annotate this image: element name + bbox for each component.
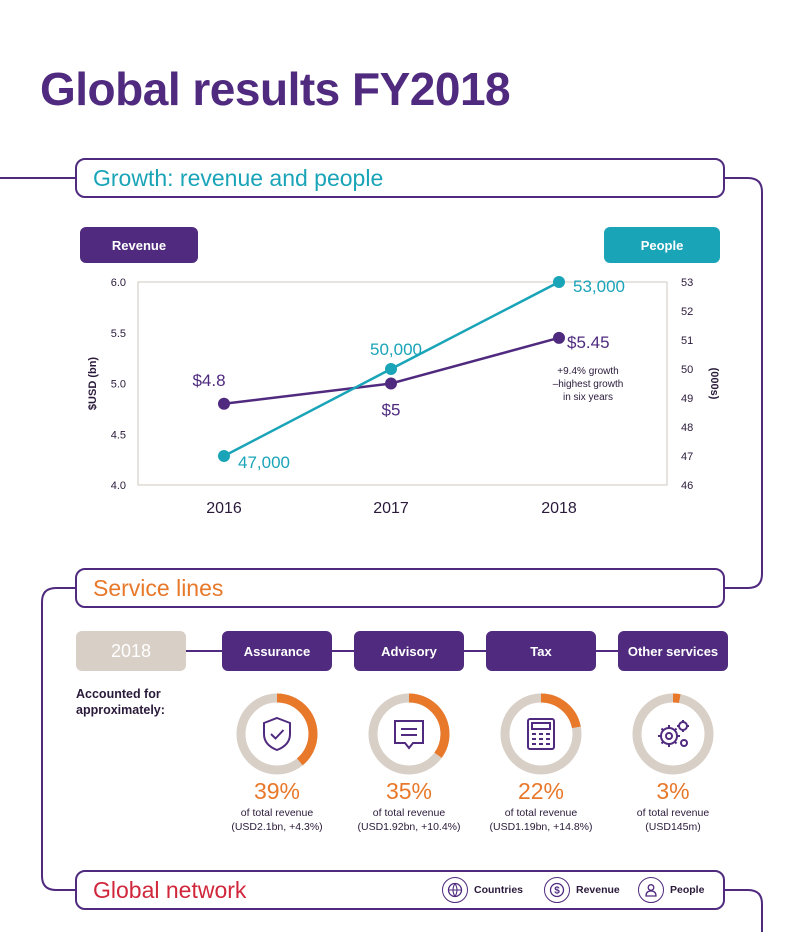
other-services-desc-line2: (USD145m) — [645, 821, 701, 833]
other-services-donut — [632, 693, 714, 775]
left-axis-tick-label: 5.5 — [111, 328, 126, 340]
legend-people: People — [638, 877, 704, 903]
right-axis-tick-label: 52 — [681, 306, 693, 318]
revenue-data-label: $4.8 — [192, 371, 225, 390]
tax-donut-fill — [500, 693, 582, 775]
tax-desc-line1: of total revenue — [504, 807, 578, 819]
growth-annotation-line: –highest growth — [553, 379, 624, 390]
service-pill-other-services: Other services — [618, 631, 728, 671]
globe-icon — [442, 877, 468, 903]
other-services-desc-line1: of total revenue — [636, 807, 710, 819]
advisory-donut — [368, 693, 450, 775]
right-axis-tick-label: 50 — [681, 364, 693, 376]
legend-people-label: People — [670, 884, 705, 896]
speech-bubble-icon — [394, 720, 424, 750]
assurance-donut — [236, 693, 318, 775]
service-pill-tax: Tax — [486, 631, 596, 671]
left-axis-tick-label: 6.0 — [111, 277, 126, 289]
service-lines-section-title: Service lines — [93, 574, 224, 601]
people-data-point — [218, 450, 230, 462]
assurance-donut-fill — [236, 693, 318, 775]
right-axis-tick-label: 53 — [681, 277, 693, 289]
chart-plot-frame — [137, 281, 668, 486]
revenue-data-point — [553, 331, 565, 344]
svg-text:$: $ — [554, 886, 560, 897]
revenue-data-label: $5 — [382, 401, 401, 420]
left-axis-label: $USD (bn) — [87, 357, 99, 411]
global-network-section-header: Global network — [75, 870, 725, 910]
right-axis-tick-label: 47 — [681, 451, 693, 463]
person-icon — [638, 877, 664, 903]
people-data-point — [553, 276, 565, 288]
legend-revenue-label: Revenue — [576, 884, 620, 896]
people-data-label: 47,000 — [238, 453, 290, 472]
right-axis-tick-label: 48 — [681, 422, 693, 434]
left-axis-tick-label: 4.0 — [111, 480, 126, 492]
legend-countries-label: Countries — [474, 884, 524, 896]
growth-annotation-line: in six years — [563, 392, 613, 403]
calculator-icon — [527, 718, 555, 750]
x-axis-category-label: 2018 — [541, 500, 577, 517]
other-services-description: of total revenue (USD145m) — [608, 806, 738, 834]
revenue-data-point — [385, 377, 397, 390]
revenue-data-point — [218, 397, 230, 410]
gears-icon — [658, 720, 689, 747]
revenue-data-label: $5.45 — [567, 333, 610, 352]
other-services-percent: 3% — [656, 778, 690, 804]
tax-percent: 22% — [517, 778, 565, 804]
left-axis-tick-label: 4.5 — [111, 429, 126, 441]
other-services-donut-fill — [632, 693, 714, 775]
people-axis-pill: People — [604, 227, 720, 263]
assurance-description: of total revenue (USD2.1bn, +4.3%) — [212, 806, 342, 834]
assurance-percent: 39% — [253, 778, 301, 804]
accounted-for-label: Accounted for approximately: — [76, 687, 165, 717]
right-axis-tick-label: 49 — [681, 393, 693, 405]
right-axis-tick-label: 51 — [681, 335, 693, 347]
legend-countries: Countries — [442, 877, 523, 903]
advisory-description: of total revenue (USD1.92bn, +10.4%) — [344, 806, 474, 834]
assurance-desc-line1: of total revenue — [240, 807, 314, 819]
x-axis-category-label: 2017 — [373, 500, 409, 517]
service-lines-section-header: Service lines — [75, 568, 725, 608]
revenue-axis-pill: Revenue — [80, 227, 198, 263]
tax-desc-line2: (USD1.19bn, +14.8%) — [489, 821, 593, 833]
global-network-section-title: Global network — [93, 876, 247, 903]
advisory-desc-line1: of total revenue — [372, 807, 446, 819]
service-pill-assurance: Assurance — [222, 631, 332, 671]
assurance-desc-line2: (USD2.1bn, +4.3%) — [231, 821, 323, 833]
x-axis-category-label: 2016 — [206, 500, 242, 517]
left-axis-tick-label: 5.0 — [111, 379, 126, 391]
people-data-point — [385, 363, 397, 375]
page-title: Global results FY2018 — [40, 63, 511, 115]
legend-revenue: $ Revenue — [544, 877, 620, 903]
advisory-percent: 35% — [385, 778, 433, 804]
advisory-donut-fill — [368, 693, 450, 775]
tax-donut — [500, 693, 582, 775]
people-data-label: 50,000 — [370, 340, 422, 359]
shield-check-icon — [263, 716, 291, 752]
year-label: 2018 — [76, 631, 186, 671]
right-axis-label: (000s) — [708, 368, 720, 400]
advisory-desc-line2: (USD1.92bn, +10.4%) — [357, 821, 461, 833]
right-axis-tick-label: 46 — [681, 480, 693, 492]
people-data-label: 53,000 — [573, 277, 625, 296]
dollar-coin-icon: $ — [544, 877, 570, 903]
growth-chart: 6.0 5.5 5.0 4.5 4.0 53 52 51 50 49 48 47 46 $USD (bn)… — [87, 276, 720, 517]
growth-annotation-line: +9.4% growth — [557, 366, 618, 377]
growth-section-title: Growth: revenue and people — [93, 164, 384, 191]
tax-description: of total revenue (USD1.19bn, +14.8%) — [476, 806, 606, 834]
growth-section-header: Growth: revenue and people — [75, 158, 725, 198]
service-pill-advisory: Advisory — [354, 631, 464, 671]
